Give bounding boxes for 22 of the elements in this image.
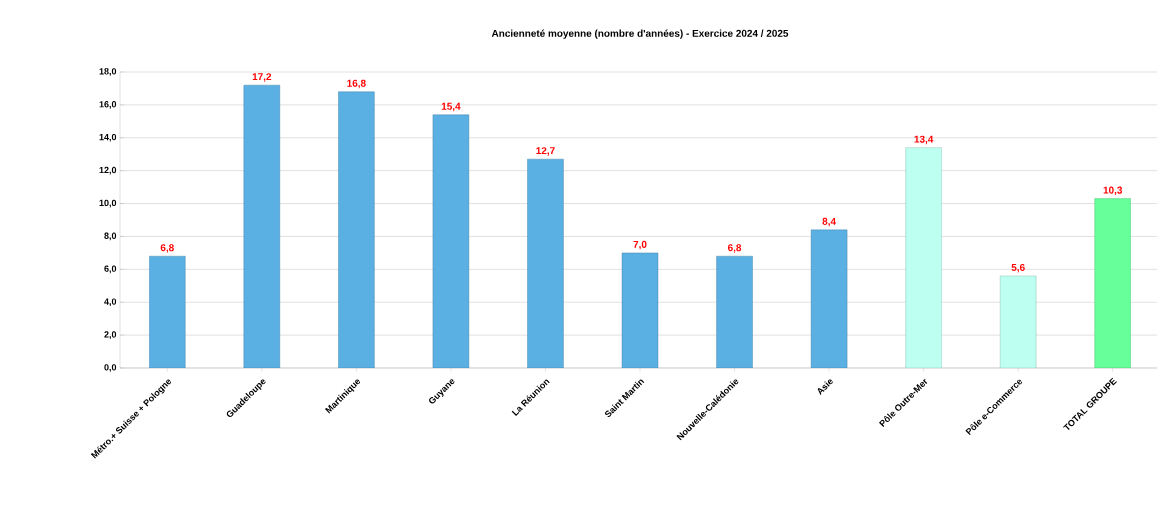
y-tick-label: 6,0 xyxy=(104,265,117,274)
y-tick-label: 0,0 xyxy=(104,364,117,372)
data-label: 10,3 xyxy=(1103,186,1123,196)
data-label: 12,7 xyxy=(536,147,555,156)
data-label: 8,4 xyxy=(822,217,836,227)
chart-title: Ancienneté moyenne (nombre d'années) - Exercice 2024 / 2025 xyxy=(491,29,789,39)
data-label: 7,0 xyxy=(633,240,647,250)
data-label: 15,4 xyxy=(441,102,461,112)
y-tick-label: 16,0 xyxy=(99,101,117,109)
data-label: 6,8 xyxy=(160,244,174,253)
y-tick-label: 10,0 xyxy=(99,199,117,208)
y-tick-label: 14,0 xyxy=(99,133,117,142)
y-tick-label: 18,0 xyxy=(99,68,117,76)
y-tick-label: 2,0 xyxy=(104,331,117,339)
y-tick-label: 12,0 xyxy=(99,166,117,175)
y-tick-label: 8,0 xyxy=(104,232,117,241)
data-label: 13,4 xyxy=(914,135,934,145)
data-label: 17,2 xyxy=(252,73,272,82)
data-label: 5,6 xyxy=(1011,263,1025,273)
data-label: 6,8 xyxy=(727,244,742,253)
data-label: 16,8 xyxy=(347,79,366,89)
y-tick-label: 4,0 xyxy=(104,298,117,307)
